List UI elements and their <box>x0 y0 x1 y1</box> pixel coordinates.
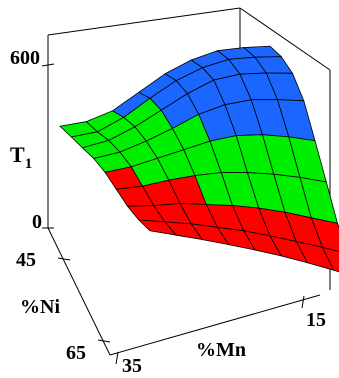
surface-cell <box>321 246 339 273</box>
x-tick-65: 65 <box>66 342 86 364</box>
z-tick-0: 0 <box>32 211 42 233</box>
x-axis-label: %Ni <box>20 296 60 318</box>
front-left-floor-edge <box>47 227 111 356</box>
y-tick-35: 35 <box>122 355 142 377</box>
y-axis-label: %Mn <box>196 339 246 361</box>
back-right-top-edge <box>239 7 331 71</box>
y-tick-15: 15 <box>306 309 326 331</box>
x-tick-mark-65 <box>97 339 111 343</box>
back-top-edge <box>47 7 241 36</box>
z-tick-600: 600 <box>10 47 40 69</box>
axis-ticks <box>41 63 305 365</box>
surface-cell <box>310 217 339 252</box>
z-tick-mark-600 <box>41 63 55 67</box>
z-axis-label: T1 <box>10 142 32 172</box>
front-floor-edge <box>109 294 321 356</box>
surface-mesh <box>59 45 339 273</box>
x-tick-45: 45 <box>16 249 36 271</box>
y-tick-mark-15 <box>301 295 305 309</box>
x-tick-mark-45 <box>57 257 71 261</box>
y-tick-mark-35 <box>115 351 119 365</box>
